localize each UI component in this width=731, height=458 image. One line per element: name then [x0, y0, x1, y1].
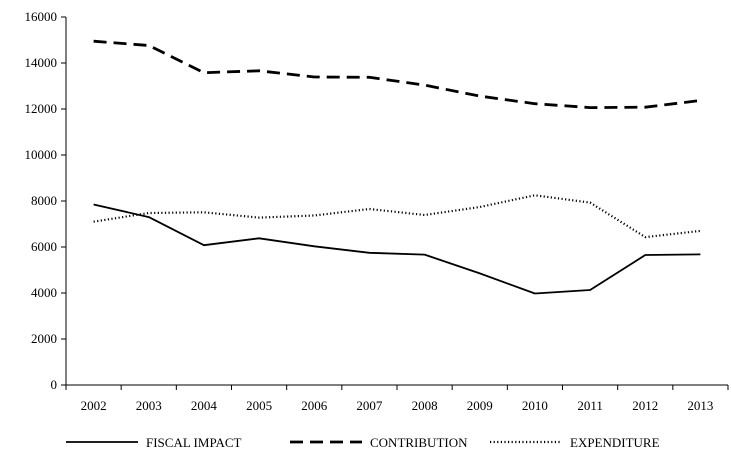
- x-tick-label: 2013: [687, 398, 713, 413]
- legend: FISCAL IMPACT CONTRIBUTION EXPENDITURE: [66, 435, 660, 450]
- series-line-fiscal-impact: [93, 203, 701, 295]
- x-tick-label: 2011: [577, 398, 603, 413]
- x-tick-label: 2002: [81, 398, 107, 413]
- y-tick-label: 8000: [31, 193, 57, 208]
- y-tick-label: 2000: [31, 331, 57, 346]
- x-tick-label: 2012: [632, 398, 658, 413]
- y-tick-label: 0: [51, 377, 58, 392]
- legend-label: CONTRIBUTION: [370, 435, 468, 450]
- legend-label: EXPENDITURE: [570, 435, 660, 450]
- x-tick-label: 2005: [246, 398, 272, 413]
- y-tick-label: 4000: [31, 285, 57, 300]
- y-tick-label: 6000: [31, 239, 57, 254]
- x-tick-label: 2007: [356, 398, 383, 413]
- y-tick-label: 14000: [25, 55, 58, 70]
- y-tick-label: 16000: [25, 9, 58, 24]
- x-tick-label: 2010: [522, 398, 548, 413]
- x-axis-ticks: 2002 2003 2004 2005 2006 2007 2008 2009 2010 2011…: [65, 385, 729, 413]
- series-line-contribution: [93, 39, 701, 109]
- series-layer: [93, 39, 701, 295]
- x-tick-label: 2009: [467, 398, 493, 413]
- y-tick-label: 10000: [25, 147, 58, 162]
- axes: [65, 17, 728, 386]
- series-line-expenditure: [93, 194, 701, 239]
- x-tick-label: 2008: [412, 398, 438, 413]
- x-tick-label: 2006: [301, 398, 328, 413]
- x-tick-label: 2004: [191, 398, 218, 413]
- y-tick-label: 12000: [25, 101, 58, 116]
- legend-label: FISCAL IMPACT: [146, 435, 242, 450]
- x-tick-label: 2003: [136, 398, 162, 413]
- y-axis-ticks: 0 2000 4000 6000 8000 10000 12000 14000 16000: [25, 9, 66, 392]
